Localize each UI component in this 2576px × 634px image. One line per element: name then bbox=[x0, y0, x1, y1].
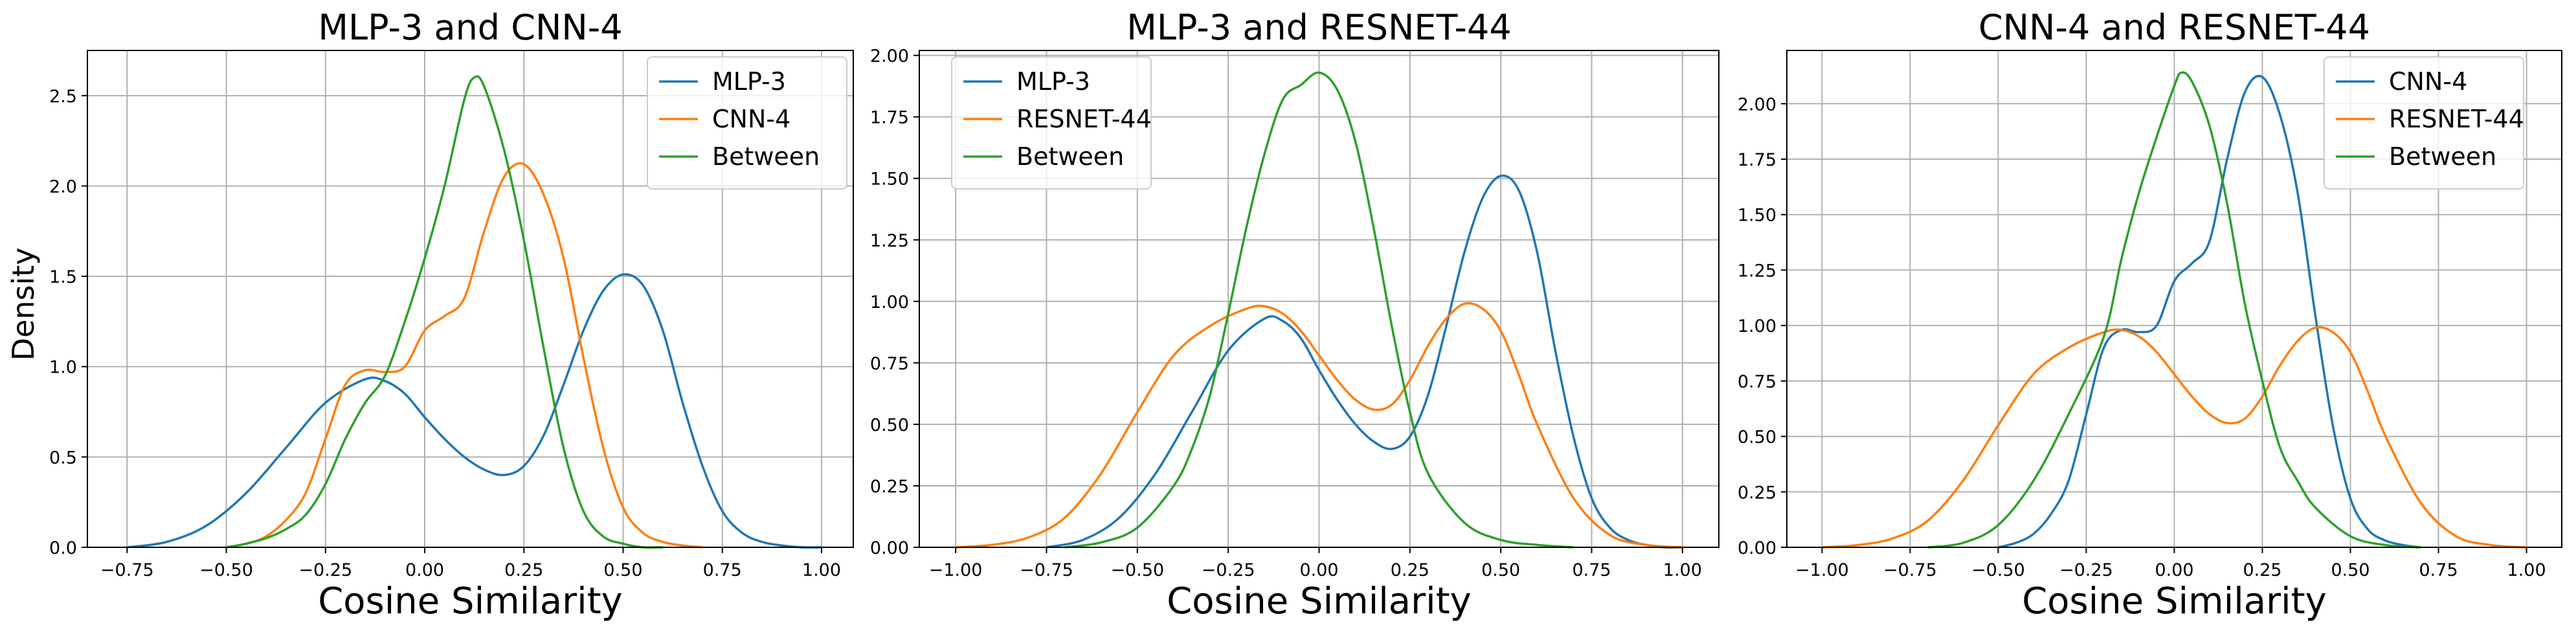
subplot-cnn4-resnet44: −1.00 −0.75 −0.50 −0.25 0.00 0.25 0.50 0.75 1.00… bbox=[1738, 7, 2562, 622]
x-tick-label: 0.50 bbox=[603, 560, 642, 580]
series-line-mlp-3 bbox=[1046, 174, 1683, 549]
y-tick-label: 1.75 bbox=[870, 108, 909, 128]
chart-title: MLP-3 and CNN-4 bbox=[318, 7, 622, 48]
y-tick-label: 0.00 bbox=[870, 538, 909, 558]
legend: CNN-4 RESNET-44 Between bbox=[2324, 56, 2524, 190]
legend-label: MLP-3 bbox=[712, 67, 786, 96]
x-tick-label: −0.50 bbox=[199, 560, 253, 580]
chart-title: CNN-4 and RESNET-44 bbox=[1978, 7, 2370, 48]
x-tick-label: −0.50 bbox=[1110, 560, 1164, 580]
y-tick-label: 1.5 bbox=[49, 267, 77, 287]
x-tick-label: 1.00 bbox=[802, 560, 841, 580]
x-tick-label: −1.00 bbox=[929, 560, 983, 580]
legend-label: Between bbox=[1016, 142, 1124, 171]
legend-label: Between bbox=[712, 142, 820, 171]
legend-label: Between bbox=[2389, 142, 2496, 171]
x-tick-label: 0.00 bbox=[2155, 560, 2193, 580]
x-tick-label: −1.00 bbox=[1795, 560, 1849, 580]
x-tick-label: 0.00 bbox=[1299, 560, 1338, 580]
legend: MLP-3 CNN-4 Between bbox=[647, 56, 847, 190]
y-tick-label: 1.00 bbox=[1738, 316, 1776, 336]
legend-label: MLP-3 bbox=[1016, 67, 1090, 96]
y-tick-label: 0.25 bbox=[870, 477, 909, 497]
x-tick-label: 0.75 bbox=[703, 560, 742, 580]
legend-label: RESNET-44 bbox=[2389, 105, 2524, 133]
figure-y-axis-label: Density bbox=[6, 248, 41, 361]
y-tick-label: 2.0 bbox=[49, 177, 77, 197]
x-tick-label: 1.00 bbox=[1663, 560, 1702, 580]
x-tick-label: −0.25 bbox=[298, 560, 352, 580]
legend-label: CNN-4 bbox=[2389, 67, 2467, 96]
y-tick-label: 0.5 bbox=[49, 448, 77, 468]
y-tick-label: 2.00 bbox=[1738, 94, 1776, 115]
y-tick-label: 0.0 bbox=[49, 538, 77, 558]
x-tick-label: −0.25 bbox=[2059, 560, 2113, 580]
subplot-mlp3-resnet44: −1.00 −0.75 −0.50 −0.25 0.00 0.25 0.50 0.75 1.00… bbox=[870, 7, 1719, 622]
x-tick-label: 0.25 bbox=[2243, 560, 2281, 580]
y-tick-label: 1.25 bbox=[870, 231, 909, 251]
x-tick-label: 0.25 bbox=[504, 560, 543, 580]
legend: MLP-3 RESNET-44 Between bbox=[951, 56, 1152, 190]
series-line-between bbox=[1927, 71, 2421, 549]
y-tick-label: 0.50 bbox=[1738, 428, 1776, 448]
x-tick-label: 0.75 bbox=[2419, 560, 2458, 580]
x-tick-label: 0.75 bbox=[1572, 560, 1611, 580]
y-tick-label: 2.5 bbox=[49, 87, 77, 107]
x-tick-label: 0.25 bbox=[1391, 560, 1429, 580]
x-tick-label: −0.25 bbox=[1202, 560, 1255, 580]
x-axis-label: Cosine Similarity bbox=[1167, 580, 1472, 622]
y-tick-label: 1.50 bbox=[1738, 206, 1776, 226]
y-tick-label: 0.75 bbox=[870, 354, 909, 374]
series-line-between bbox=[1064, 71, 1574, 549]
x-tick-label: −0.75 bbox=[1020, 560, 1073, 580]
y-tick-label: 1.25 bbox=[1738, 261, 1776, 281]
x-tick-label: 0.50 bbox=[1481, 560, 1520, 580]
y-tick-label: 0.75 bbox=[1738, 372, 1776, 392]
x-tick-label: 1.00 bbox=[2507, 560, 2546, 580]
x-tick-label: −0.75 bbox=[100, 560, 154, 580]
y-tick-label: 1.50 bbox=[870, 169, 909, 190]
series-line-between bbox=[226, 75, 663, 549]
series-line-cnn-4 bbox=[226, 162, 703, 549]
series-line-resnet-44 bbox=[956, 301, 1683, 549]
series-line-resnet-44 bbox=[1822, 326, 2527, 549]
x-tick-label: −0.50 bbox=[1971, 560, 2025, 580]
y-tick-label: 0.50 bbox=[870, 415, 909, 435]
series-line-mlp-3 bbox=[127, 273, 822, 549]
x-tick-label: 0.00 bbox=[405, 560, 444, 580]
y-tick-label: 1.00 bbox=[870, 292, 909, 312]
chart-title: MLP-3 and RESNET-44 bbox=[1126, 7, 1511, 48]
y-tick-label: 2.00 bbox=[870, 47, 909, 67]
y-tick-label: 0.00 bbox=[1738, 538, 1776, 558]
axes-frame bbox=[87, 50, 854, 548]
legend-label: RESNET-44 bbox=[1016, 105, 1152, 133]
x-tick-label: 0.50 bbox=[2331, 560, 2369, 580]
x-axis-label: Cosine Similarity bbox=[318, 580, 623, 622]
y-tick-label: 1.0 bbox=[49, 358, 77, 378]
y-tick-label: 0.25 bbox=[1738, 483, 1776, 503]
subplot-mlp3-cnn4: −0.75 −0.50 −0.25 0.00 0.25 0.50 0.75 1.00 0.0 0.… bbox=[49, 7, 854, 622]
legend-label: CNN-4 bbox=[712, 105, 790, 133]
x-tick-label: −0.75 bbox=[1883, 560, 1937, 580]
y-tick-label: 1.75 bbox=[1738, 150, 1776, 170]
x-axis-label: Cosine Similarity bbox=[2022, 580, 2327, 622]
